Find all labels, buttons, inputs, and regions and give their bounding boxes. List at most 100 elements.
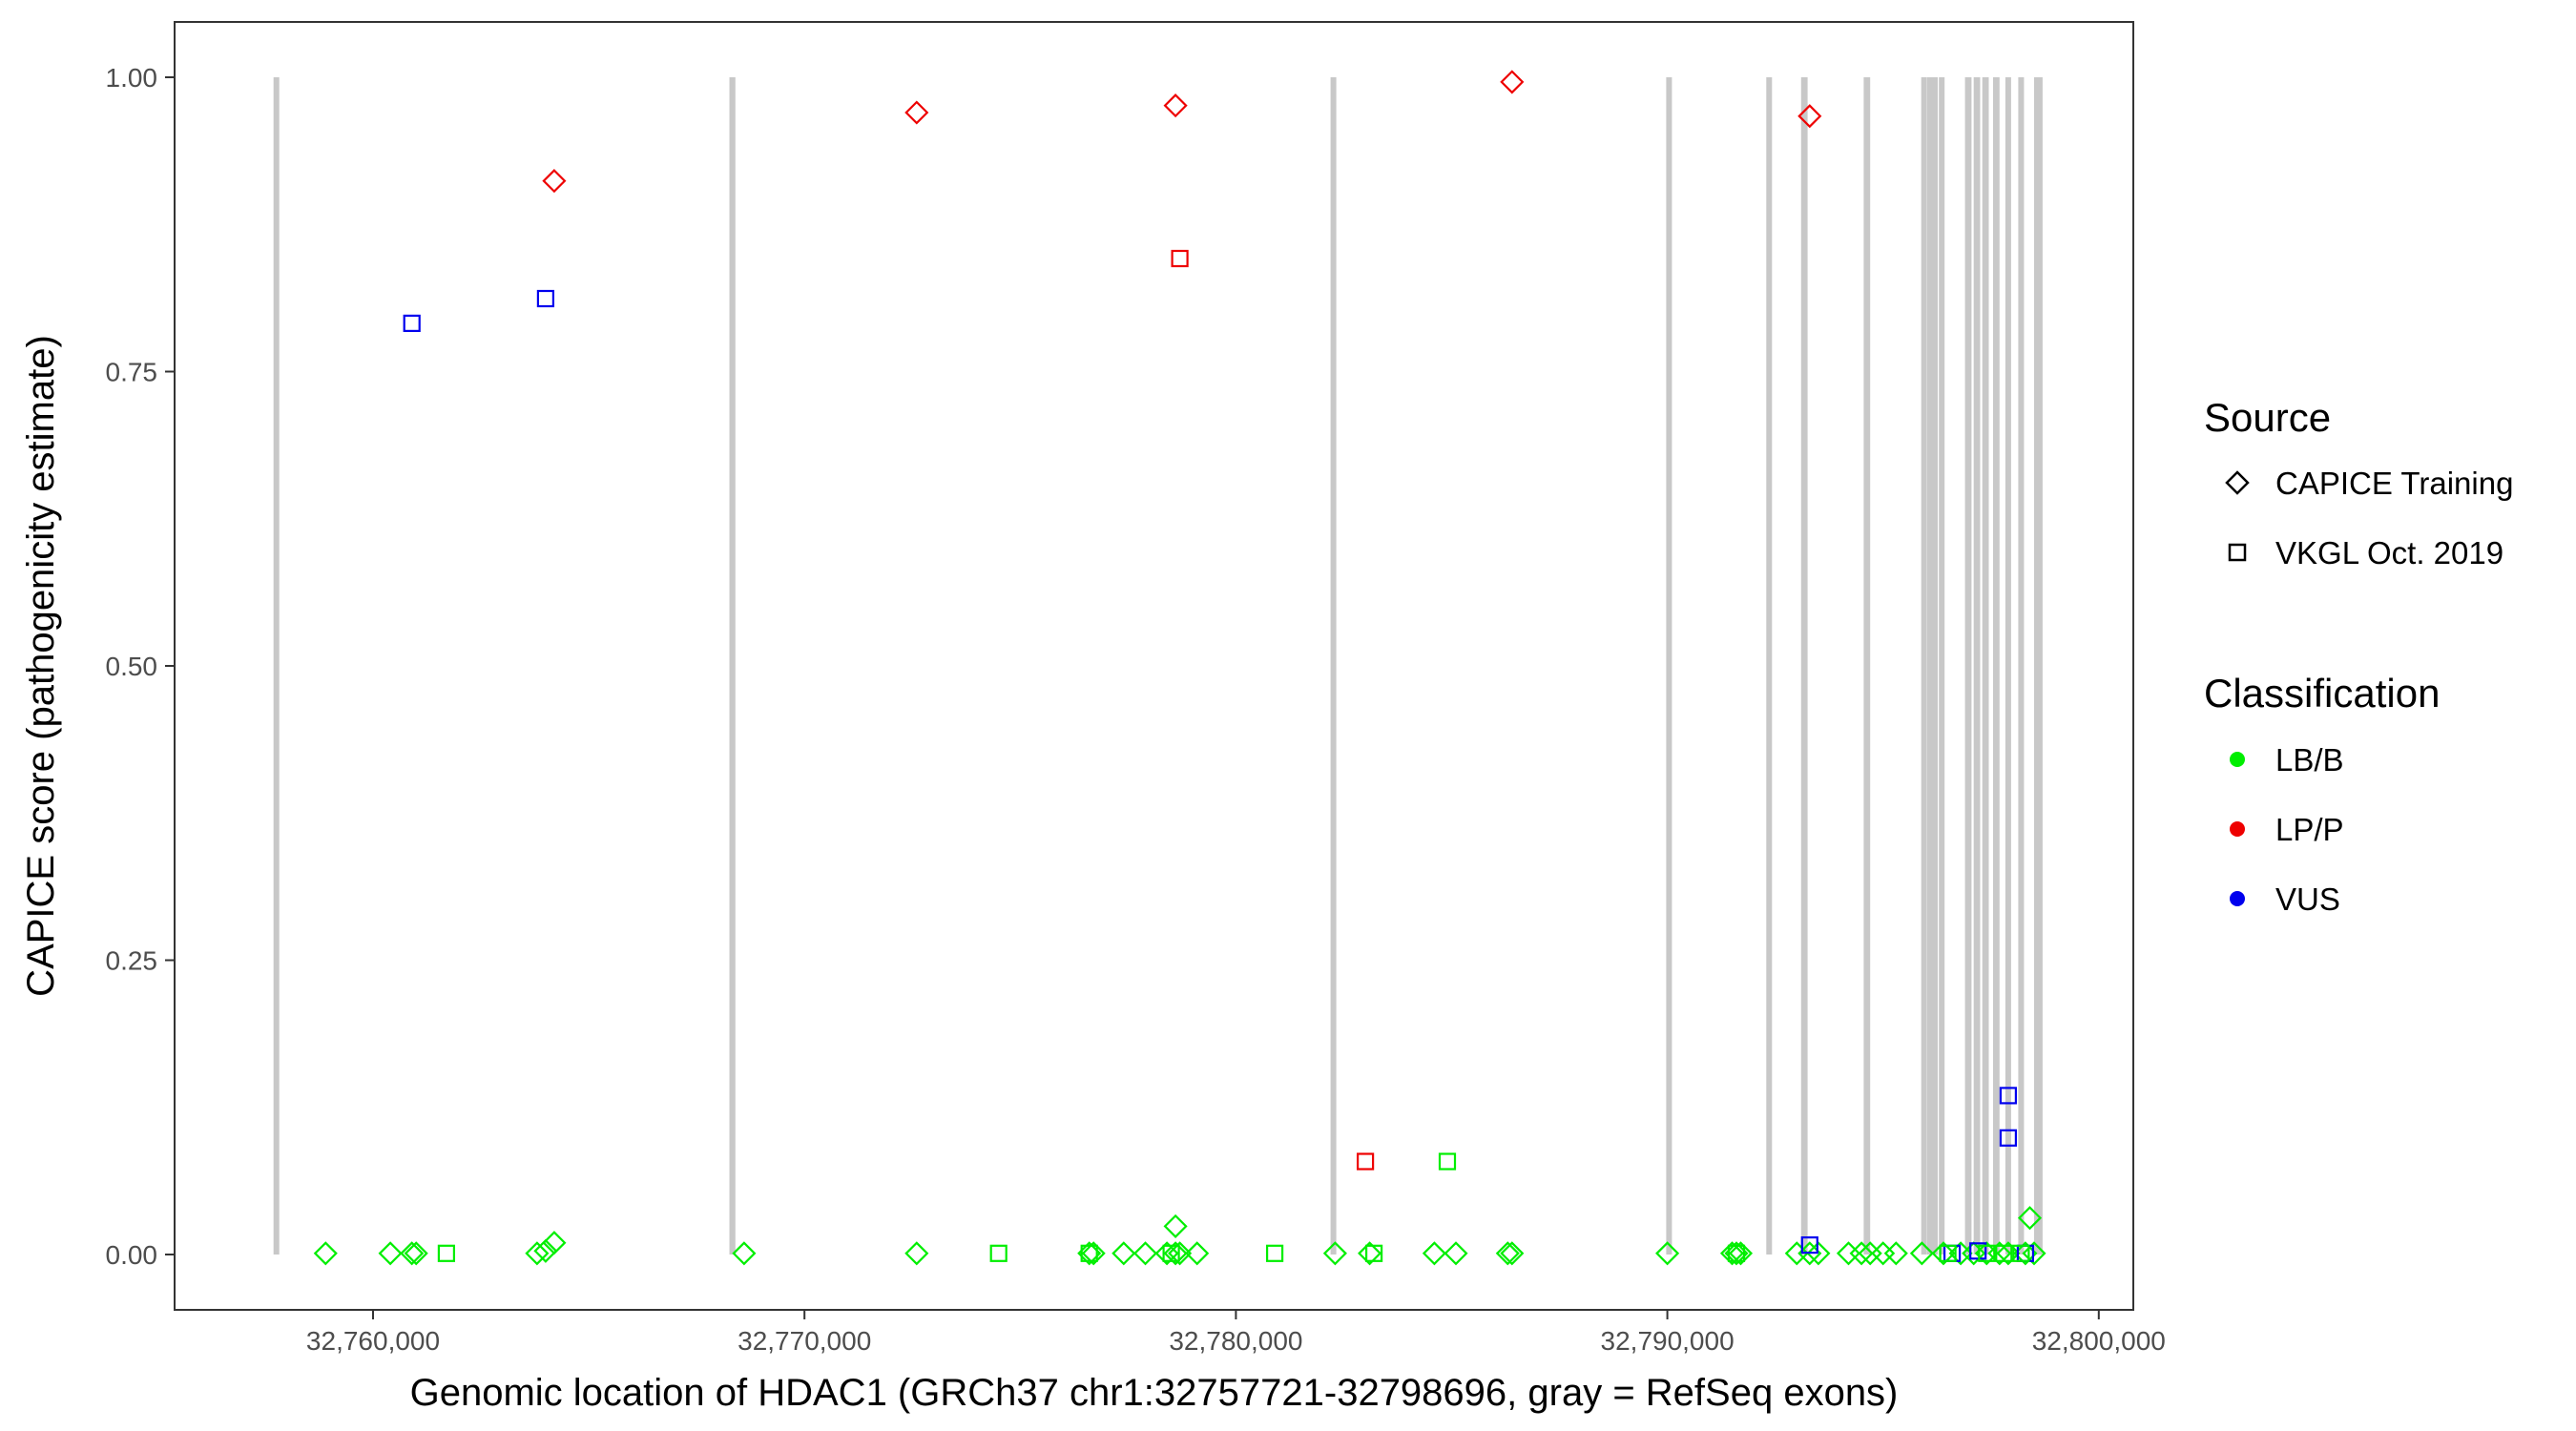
- point-diamond: [378, 1241, 403, 1266]
- exon-band: [273, 77, 280, 1255]
- point-diamond: [1422, 1241, 1446, 1266]
- exon-band: [1800, 77, 1808, 1255]
- point-diamond: [1185, 1241, 1210, 1266]
- data-points: [313, 70, 2046, 1266]
- point-square: [1438, 1152, 1457, 1171]
- point-diamond: [2017, 1206, 2043, 1231]
- legend: Source CAPICE Training VKGL Oct. 2019 Cl…: [2204, 395, 2513, 917]
- point-diamond: [2022, 1241, 2046, 1266]
- point-diamond: [1111, 1241, 1136, 1266]
- exon-band: [1666, 77, 1672, 1255]
- x-axis: 32,760,000 32,770,000 32,780,000 32,790,000…: [306, 1310, 2166, 1356]
- point-square: [403, 314, 421, 332]
- point-diamond: [1719, 1241, 1745, 1266]
- point-diamond: [1163, 93, 1188, 118]
- point-diamond: [732, 1241, 757, 1266]
- exon-band: [2018, 77, 2025, 1255]
- point-diamond: [1358, 1241, 1382, 1266]
- point-diamond: [1996, 1241, 2021, 1266]
- point-diamond: [1495, 1241, 1520, 1266]
- point-square: [1969, 1242, 1987, 1260]
- x-tick-label: 32,780,000: [1169, 1326, 1302, 1356]
- point-diamond: [542, 169, 567, 194]
- point-diamond: [404, 1241, 428, 1266]
- point-square: [536, 289, 555, 308]
- exon-band: [1939, 77, 1945, 1255]
- legend-key-diamond: [2225, 470, 2250, 495]
- point-square: [989, 1244, 1008, 1262]
- exon-band: [1330, 77, 1337, 1255]
- point-diamond: [1132, 1241, 1158, 1266]
- point-square: [1356, 1152, 1375, 1171]
- point-diamond: [1883, 1241, 1908, 1266]
- point-square: [1080, 1244, 1098, 1262]
- y-tick-label: 0.75: [106, 358, 158, 387]
- point-square: [1939, 1244, 1957, 1262]
- point-diamond: [1163, 1241, 1188, 1266]
- point-square: [1364, 1244, 1383, 1262]
- exon-band: [1932, 77, 1938, 1255]
- legend-label-capice-training: CAPICE Training: [2275, 466, 2513, 501]
- point-square: [1999, 1129, 2017, 1147]
- legend-key-lbb: [2230, 752, 2245, 767]
- y-tick-label: 0.25: [106, 946, 158, 976]
- exon-band: [2034, 77, 2043, 1255]
- legend-label-vus: VUS: [2275, 881, 2340, 917]
- point-square: [2012, 1244, 2030, 1262]
- point-square: [1171, 249, 1189, 268]
- plot-background: [175, 22, 2133, 1310]
- point-diamond: [1168, 1241, 1193, 1266]
- legend-label-lbb: LB/B: [2275, 742, 2344, 778]
- point-diamond: [1987, 1241, 2012, 1266]
- legend-label-lpp: LP/P: [2275, 812, 2344, 847]
- point-diamond: [1444, 1241, 1468, 1266]
- exon-band: [1982, 77, 1989, 1255]
- point-diamond: [904, 100, 929, 125]
- x-axis-title: Genomic location of HDAC1 (GRCh37 chr1:3…: [410, 1372, 1899, 1414]
- exon-band: [1964, 77, 1972, 1255]
- exon-band: [1921, 77, 1927, 1255]
- x-tick-label: 32,800,000: [2032, 1326, 2166, 1356]
- x-tick-label: 32,790,000: [1601, 1326, 1735, 1356]
- x-tick-label: 32,760,000: [306, 1326, 440, 1356]
- point-diamond: [1806, 1241, 1831, 1266]
- y-tick-label: 0.50: [106, 652, 158, 681]
- point-diamond: [313, 1241, 338, 1266]
- y-axis-title: CAPICE score (pathogenicity estimate): [20, 335, 62, 997]
- point-diamond: [400, 1241, 425, 1266]
- legend-label-vkgl: VKGL Oct. 2019: [2275, 535, 2503, 570]
- point-diamond: [525, 1241, 550, 1266]
- y-tick-label: 1.00: [106, 63, 158, 93]
- point-diamond: [1081, 1241, 1106, 1266]
- plot-panel: [174, 21, 2134, 1311]
- legend-key-square: [2228, 543, 2247, 562]
- diamond-icon: [2225, 470, 2250, 495]
- point-diamond: [1849, 1241, 1874, 1266]
- exon-band: [729, 77, 736, 1255]
- x-tick-label: 32,770,000: [737, 1326, 871, 1356]
- point-diamond: [1655, 1241, 1680, 1266]
- exon-bands: [273, 77, 2043, 1255]
- legend-source-title: Source: [2204, 395, 2331, 440]
- point-diamond: [1500, 1241, 1525, 1266]
- point-diamond: [904, 1241, 929, 1266]
- point-diamond: [542, 1231, 567, 1255]
- point-diamond: [533, 1238, 558, 1263]
- point-square: [1999, 1087, 2017, 1105]
- legend-key-vus: [2230, 891, 2245, 906]
- y-axis: 0.00 0.25 0.50 0.75 1.00: [106, 63, 175, 1270]
- exon-band: [1863, 77, 1871, 1255]
- point-square: [1162, 1244, 1180, 1262]
- square-icon: [2228, 543, 2247, 562]
- point-diamond: [1909, 1241, 1934, 1266]
- legend-classification-title: Classification: [2204, 671, 2440, 716]
- point-square: [1265, 1244, 1284, 1262]
- point-square: [1727, 1244, 1746, 1262]
- point-diamond: [1163, 1213, 1188, 1238]
- point-square: [437, 1244, 455, 1262]
- point-diamond: [1500, 70, 1525, 94]
- exon-band: [1927, 77, 1933, 1255]
- exon-band: [1973, 77, 1981, 1255]
- point-diamond: [1797, 104, 1822, 129]
